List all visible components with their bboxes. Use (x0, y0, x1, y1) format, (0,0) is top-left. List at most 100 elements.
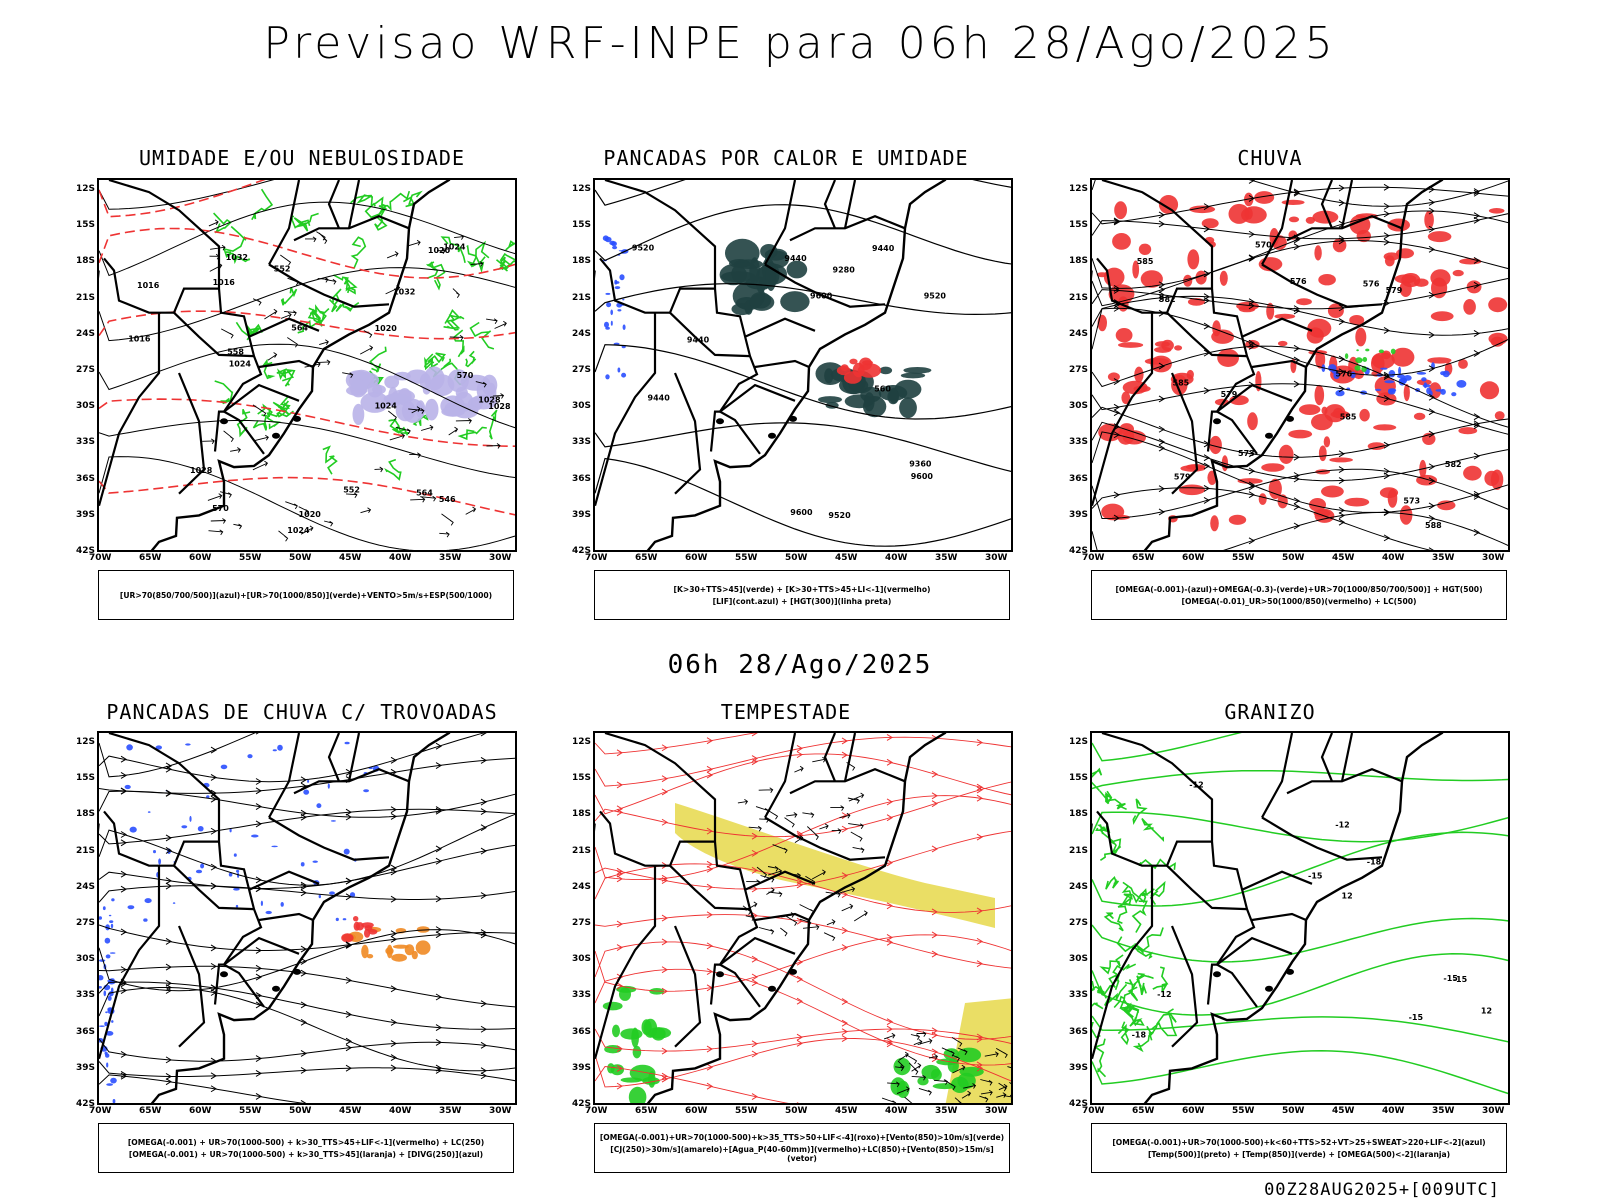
map-pancadas-calor[interactable]: 9600 9600 9520 9520 9600 9440 9520 9440 9440 9440… (593, 178, 1013, 552)
temp850-verde-line (1092, 1002, 1104, 1010)
political-border (213, 410, 224, 452)
streamline-arrow (255, 778, 262, 785)
wind-verde-east-cell (917, 1076, 929, 1086)
lif-azul-cell (606, 302, 612, 308)
rain-vermelho-cell (1210, 515, 1219, 532)
humidity-verde-line (222, 225, 247, 259)
rain-vermelho-cell (1201, 218, 1219, 229)
lat-tick-label: 24S (1068, 881, 1088, 892)
humidity-azul (345, 366, 498, 425)
streamline-arrow (886, 902, 893, 910)
wind-vector (952, 1064, 966, 1074)
streamline-arrow (706, 1045, 713, 1053)
rain-vermelho-cell (1349, 315, 1365, 326)
wind-vector (980, 1079, 993, 1086)
coastline (150, 733, 451, 1103)
instability-verde-cell (786, 260, 808, 279)
contour-line (1092, 295, 1508, 336)
rain-vermelho-cell (1488, 297, 1508, 313)
lat-tick-label: 39S (75, 509, 95, 520)
contour-line (595, 736, 1011, 787)
temp850-verde-line (1132, 888, 1155, 904)
lat-tick-label: 15S (571, 220, 591, 231)
instability-verde-cell (780, 291, 810, 313)
rain-verde (1344, 348, 1396, 373)
contour-line (99, 987, 515, 1072)
streamline-arrow (1203, 270, 1210, 278)
streamline-arrow (1338, 237, 1345, 245)
humidity-verde-line (426, 352, 447, 364)
political-border (268, 816, 390, 861)
map-base (99, 733, 451, 1103)
map-chuva[interactable]: 588 585 585 585 582 582 579 579 579 576 576 573 573 5… (1090, 178, 1510, 552)
rain-vermelho-cell (1101, 503, 1125, 521)
humidity-verde-line (322, 445, 338, 475)
map-tempestade[interactable] (593, 731, 1013, 1105)
rain-vermelho-cell (1244, 207, 1253, 220)
streamline-arrow (210, 944, 217, 952)
map-umidade[interactable]: 1016 1016 1020 1020 1020 1024 1024 1024 1024 1028… (97, 178, 517, 552)
rain-vermelho-cell (1288, 429, 1313, 439)
lat-tick-label: 27S (571, 918, 591, 929)
streamline-arrow (1158, 485, 1165, 493)
humidity-verde-line (443, 315, 465, 330)
political-border (1251, 359, 1307, 369)
streamline-arrow (300, 1050, 307, 1057)
divergence-azul-cell (129, 826, 137, 833)
lon-tick-label: 30W (489, 553, 512, 563)
wind-verde-cell (620, 1028, 643, 1040)
rain-vermelho-cell (1112, 233, 1131, 250)
streamline-arrow (165, 938, 172, 945)
contour-line (1092, 831, 1508, 907)
lat-tick-label: 30S (1068, 954, 1088, 965)
lon-tick-label: 45W (1332, 553, 1355, 563)
humidity-verde-line (350, 236, 367, 269)
streamline-arrow (751, 733, 758, 737)
map-granizo[interactable]: -12 12 -15 12 -12 -15 -15 -18 -15 -18 -12 (1090, 731, 1510, 1105)
wind-vector (207, 493, 223, 501)
streamline-arrow (165, 834, 172, 842)
wind-vectors (737, 756, 868, 941)
streamline-arrow (706, 911, 713, 919)
map-trovoadas[interactable] (97, 731, 517, 1105)
legend-line: [Temp(500)](preto) + [Temp(850)](verde) … (1147, 1149, 1451, 1159)
political-border (719, 383, 796, 413)
lon-tick-label: 55W (735, 553, 758, 563)
political-border (764, 816, 886, 861)
contour-line (99, 924, 515, 951)
political-border (754, 359, 810, 369)
humidity-verde-line (236, 408, 251, 438)
lon-axis: 70W 65W 60W 55W 50W 45W 40W 35W 30W (1082, 1106, 1510, 1118)
rain-vermelho-cell (1424, 210, 1434, 229)
wind-vectors (881, 1031, 1011, 1103)
humidity-verde-line (440, 236, 466, 263)
wind-vector (411, 406, 421, 414)
wind-verde-cell (619, 987, 631, 1001)
divergence-azul-cell (126, 744, 133, 751)
streamline-arrow (841, 998, 848, 1006)
streamline-arrow (1203, 225, 1210, 233)
streamline-arrow (841, 927, 848, 935)
streamline-arrow (796, 975, 803, 983)
contour-label: 558 (227, 347, 244, 356)
lon-tick-label: 70W (89, 1106, 112, 1116)
wind-verde-east (890, 1047, 984, 1098)
contour-label: 552 (343, 486, 360, 495)
lat-tick-label: 30S (75, 401, 95, 412)
streamline-arrow (255, 1001, 262, 1009)
wind-vector (305, 236, 317, 243)
lat-tick-label: 33S (571, 990, 591, 1001)
streamline-arrow (976, 1033, 983, 1041)
streamline-arrow (796, 878, 803, 885)
instability-verde-south-cell (903, 367, 932, 374)
political-border (1261, 733, 1294, 819)
streamline-arrow (165, 1056, 172, 1064)
humidity-azul-cell (460, 374, 491, 391)
streamline-arrow (796, 744, 803, 752)
rain-vermelho-cell (1394, 274, 1417, 284)
instability-vermelho-cell (849, 358, 858, 365)
streamline-arrow (1428, 502, 1435, 510)
humidity-azul-cell (352, 403, 365, 425)
humidity-azul-cell (452, 403, 479, 419)
lon-tick-label: 30W (985, 553, 1008, 563)
